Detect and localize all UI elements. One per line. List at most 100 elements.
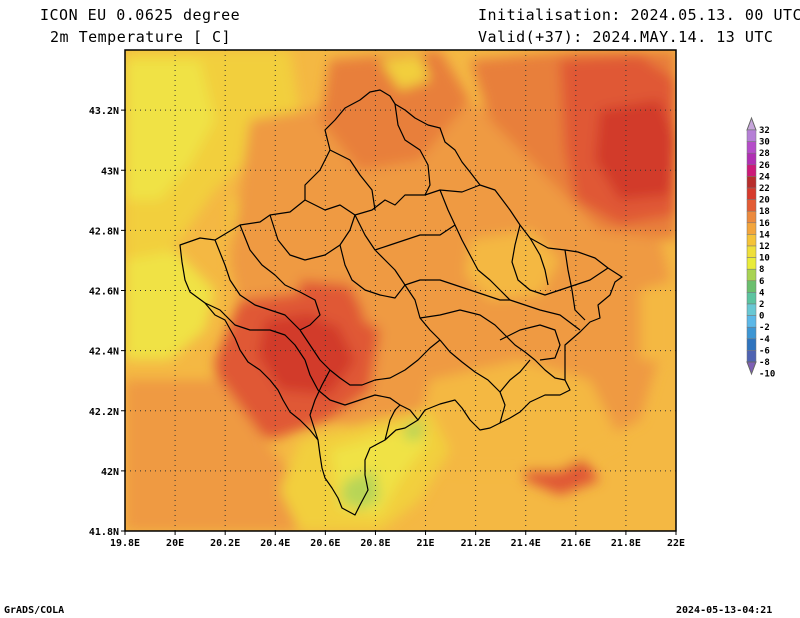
- colorbar-label: 0: [759, 312, 764, 322]
- colorbar-segment: [746, 210, 757, 224]
- lat-tick-label: 42.2N: [89, 407, 119, 418]
- boundary-9: [304, 359, 419, 421]
- boundary-1: [304, 184, 481, 216]
- lon-tick-label: 21.2E: [461, 538, 491, 549]
- country-border: [179, 89, 623, 516]
- lat-tick-label: 42.4N: [89, 347, 119, 358]
- boundary-20: [309, 369, 331, 441]
- field-dark-red-ne: [595, 100, 676, 200]
- colorbar-segment: [746, 187, 757, 200]
- lat-tick-label: 42.8N: [89, 226, 119, 237]
- boundary-7: [204, 302, 306, 361]
- colorbar-label: -10: [759, 370, 775, 380]
- boundary-23: [499, 359, 531, 393]
- colorbar-label: 24: [759, 172, 770, 182]
- colorbar-segment: [746, 234, 757, 247]
- colorbar-label: 22: [759, 184, 770, 194]
- boundary-19: [339, 244, 406, 299]
- colorbar-segment: [746, 222, 757, 235]
- lon-tick-label: 20.2E: [210, 538, 240, 549]
- colorbar-label: 32: [759, 126, 770, 136]
- colorbar-segment: [746, 199, 757, 212]
- colorbar-label: -6: [759, 346, 770, 356]
- colorbar-label: -8: [759, 358, 770, 368]
- colorbar-label: 4: [759, 288, 765, 298]
- field-green-s: [340, 470, 380, 510]
- boundary-6: [214, 239, 301, 331]
- lat-tick-label: 43.2N: [89, 106, 119, 117]
- colorbar-segment: [746, 176, 757, 189]
- boundary-15: [511, 224, 609, 296]
- colorbar-label: 30: [759, 138, 770, 148]
- valid-time: Valid(+37): 2024.MAY.14. 13 UTC: [478, 28, 774, 46]
- colorbar-label: 14: [759, 230, 770, 240]
- admin-boundaries: [179, 89, 623, 516]
- colorbar-label: 10: [759, 254, 770, 264]
- boundary-8: [299, 329, 441, 386]
- field-yellow-nw: [125, 60, 215, 200]
- colorbar-label: 6: [759, 277, 764, 287]
- axis-ticks: 19.8E 20E 20.2E 20.4E 20.6E 20.8E 21E 21.2E 21.4…: [89, 106, 685, 549]
- graticule: [125, 50, 676, 531]
- field-yellow-ne: [380, 55, 430, 90]
- colorbar-segment: [746, 315, 757, 328]
- colorbar-segment: [746, 245, 757, 258]
- boundary-2: [329, 149, 376, 211]
- lon-tick-label: 20.4E: [260, 538, 290, 549]
- colorbar-label: 28: [759, 149, 770, 159]
- init-time: Initialisation: 2024.05.13. 00 UTC: [478, 6, 800, 24]
- lon-tick-label: 20E: [166, 538, 184, 549]
- variable-title: 2m Temperature [ C]: [50, 28, 232, 46]
- boundary-12: [404, 279, 581, 331]
- boundary-14: [439, 339, 506, 424]
- boundary-11: [439, 189, 511, 301]
- field-yellow-w: [125, 250, 215, 360]
- footer-right: 2024-05-13-04:21: [676, 605, 773, 616]
- boundary-17: [564, 249, 586, 321]
- lon-tick-label: 22E: [667, 538, 685, 549]
- colorbar-segment: [746, 141, 757, 154]
- colorbar-segment: [746, 338, 757, 351]
- colorbar-segment: [746, 303, 757, 316]
- colorbar-label: -2: [759, 323, 770, 333]
- colorbar-segment: [746, 350, 757, 363]
- colorbar-label: 2: [759, 300, 764, 310]
- colorbar-segment: [746, 280, 757, 293]
- colorbar-segment: [746, 164, 757, 177]
- boundary-5: [239, 224, 321, 331]
- colorbar-segment: [746, 129, 757, 142]
- lat-tick-label: 41.8N: [89, 527, 119, 538]
- field-dark-red-sw: [258, 310, 355, 395]
- colorbar-segment: [746, 268, 757, 282]
- colorbar-label: 12: [759, 242, 770, 252]
- lat-tick-label: 42N: [101, 467, 119, 478]
- lat-tick-label: 43N: [101, 166, 119, 177]
- lat-tick-label: 42.6N: [89, 287, 119, 298]
- colorbar-top-arrow: [746, 116, 757, 131]
- field-yellow-e2: [640, 280, 676, 360]
- boundary-22: [499, 324, 561, 361]
- colorbar-segment: [746, 326, 757, 340]
- boundary-18: [374, 224, 456, 251]
- lon-tick-label: 21.4E: [511, 538, 541, 549]
- boundary-4: [269, 214, 356, 261]
- lon-tick-label: 21.6E: [561, 538, 591, 549]
- lon-tick-label: 21E: [417, 538, 435, 549]
- lon-tick-label: 20.8E: [360, 538, 390, 549]
- colorbar-label: -4: [759, 335, 770, 345]
- lon-tick-label: 20.6E: [310, 538, 340, 549]
- boundary-13: [419, 309, 566, 381]
- colorbar-label: 20: [759, 196, 770, 206]
- colorbar-segment: [746, 292, 757, 305]
- lon-tick-label: 19.8E: [110, 538, 140, 549]
- colorbar-bottom-arrow: [746, 361, 757, 376]
- footer-left: GrADS/COLA: [4, 605, 65, 616]
- colorbar-label: 18: [759, 207, 770, 217]
- lon-tick-label: 21.8E: [611, 538, 641, 549]
- colorbar-label: 16: [759, 219, 770, 229]
- boundary-3: [394, 103, 431, 196]
- colorbar-segment: [746, 257, 757, 270]
- boundary-10: [354, 214, 441, 341]
